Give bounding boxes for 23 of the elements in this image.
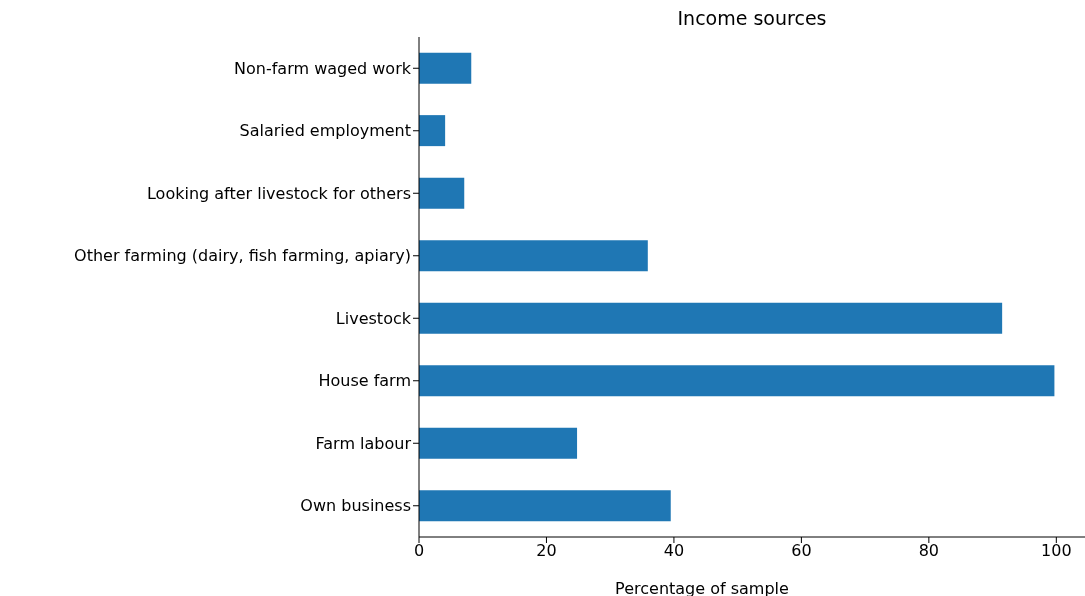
- x-tick-label: 100: [1041, 541, 1072, 561]
- y-tick-label: Salaried employment: [239, 121, 411, 141]
- x-tick-label: 80: [918, 541, 940, 561]
- bar: [419, 240, 648, 272]
- y-tick-label: Livestock: [335, 308, 412, 328]
- bar: [419, 365, 1055, 397]
- x-tick-label: 60: [791, 541, 812, 561]
- x-tick-label: 20: [536, 541, 557, 561]
- y-tick-label: Own business: [300, 496, 411, 516]
- bar: [419, 52, 472, 84]
- chart-title: Income sources: [676, 7, 828, 29]
- y-tick-label: House farm: [318, 371, 411, 391]
- y-tick-label: Looking after livestock for others: [146, 183, 411, 203]
- y-tick-label: Non-farm waged work: [234, 58, 412, 78]
- bar: [419, 490, 671, 522]
- x-tick-label: 0: [413, 541, 425, 561]
- bar: [419, 115, 446, 147]
- bar: [419, 302, 1003, 334]
- bar: [419, 177, 465, 209]
- y-tick-label: Farm labour: [315, 433, 412, 453]
- x-tick-label: 40: [663, 541, 685, 561]
- y-tick-label: Other farming (dairy, fish farming, apiary): [74, 246, 411, 266]
- bar: [419, 427, 578, 459]
